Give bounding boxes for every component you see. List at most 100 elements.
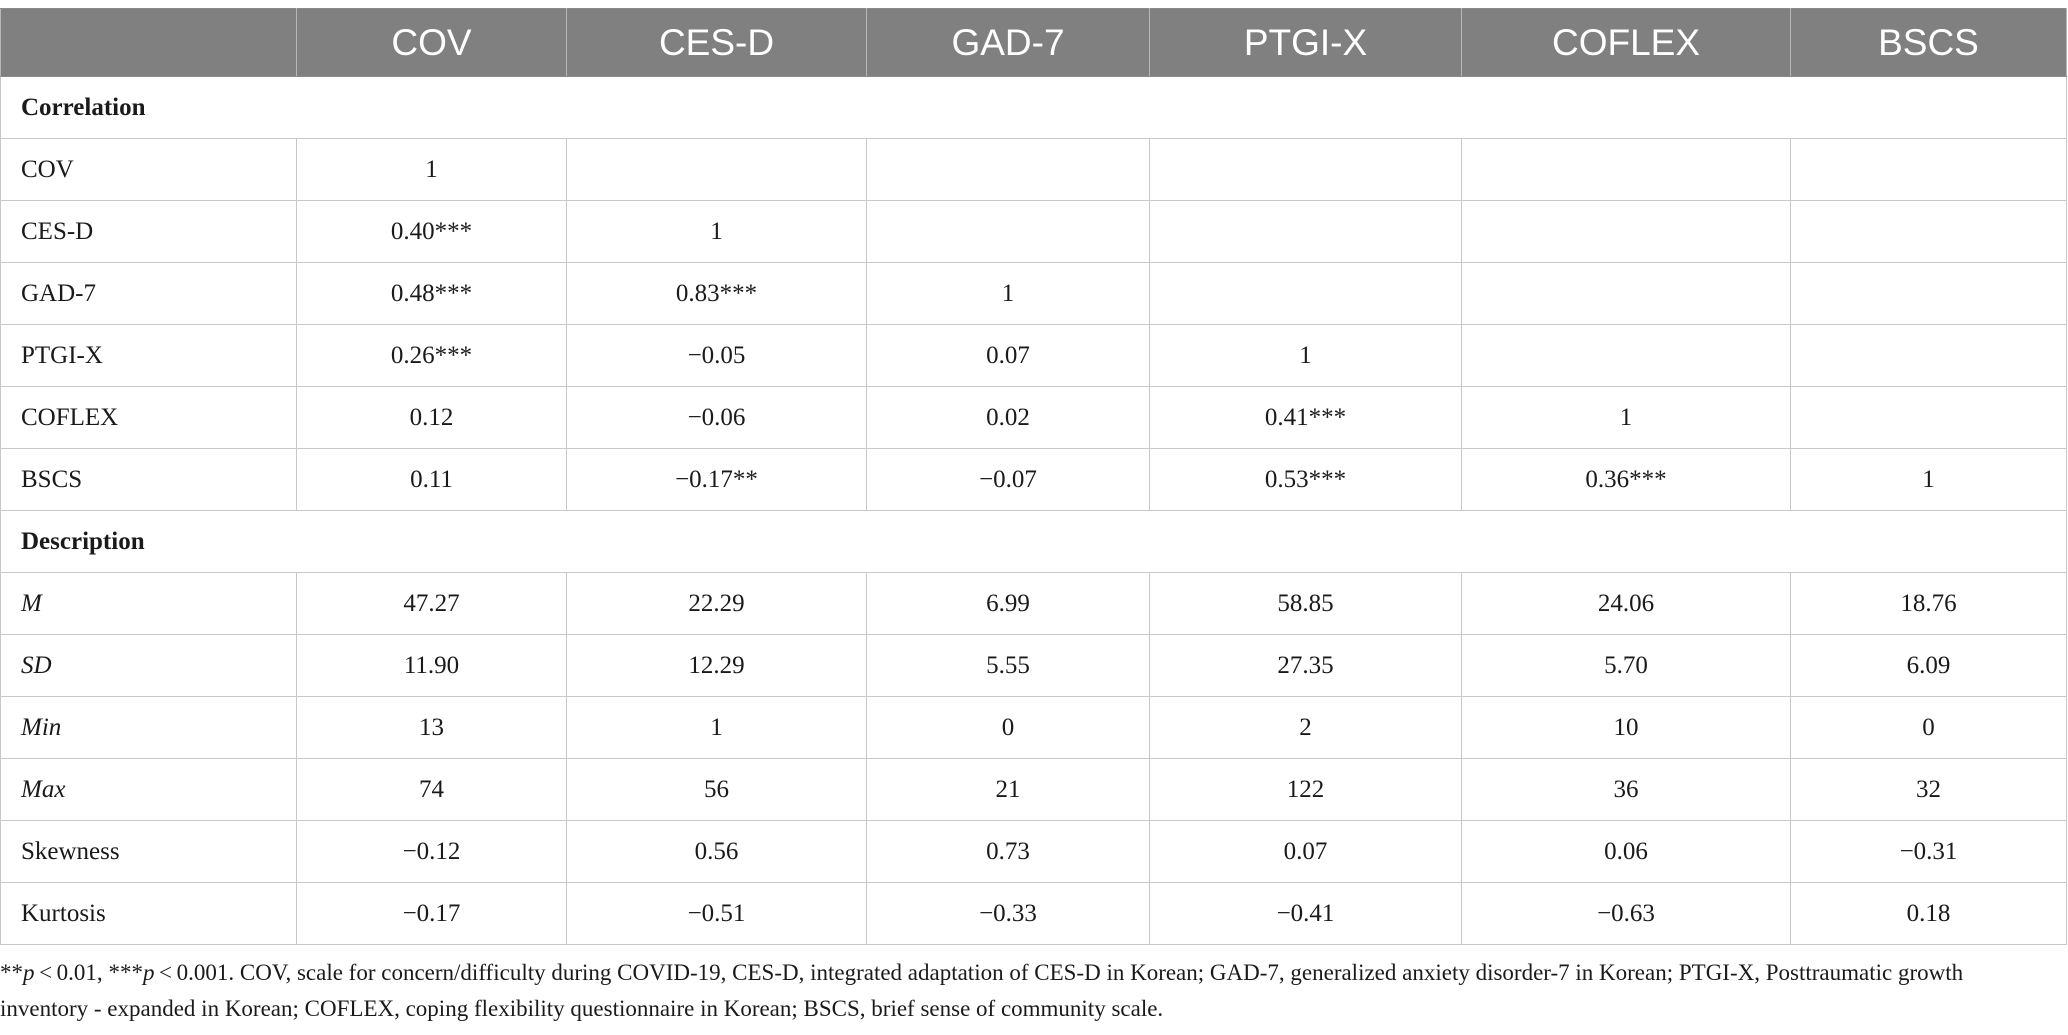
table-cell: 5.70 <box>1461 634 1791 697</box>
table-cell: 13 <box>296 696 567 759</box>
table-header: COV CES-D GAD-7 PTGI-X COFLEX BSCS <box>0 8 2067 77</box>
row-label: BSCS <box>0 448 297 511</box>
footnote-sig1-marker: ** <box>0 960 23 985</box>
table-row: COV 1 <box>0 138 2067 201</box>
footnote-sig1-p: p <box>23 960 35 985</box>
table-cell: 0.73 <box>866 820 1150 883</box>
header-cell-ptgi-x: PTGI-X <box>1149 8 1462 77</box>
table-cell <box>1461 138 1791 201</box>
table-cell: −0.17 <box>296 882 567 945</box>
table-cell: 56 <box>566 758 867 821</box>
table-cell: 2 <box>1149 696 1462 759</box>
table-cell: 18.76 <box>1790 572 2067 635</box>
table-cell: 10 <box>1461 696 1791 759</box>
table-cell: 0.41*** <box>1149 386 1462 449</box>
table-cell: 0.12 <box>296 386 567 449</box>
table-cell <box>1790 200 2067 263</box>
table-cell: 1 <box>296 138 567 201</box>
table-cell: −0.33 <box>866 882 1150 945</box>
table-cell: 0 <box>1790 696 2067 759</box>
footnote-sig2-marker: *** <box>108 960 143 985</box>
table-cell: −0.41 <box>1149 882 1462 945</box>
header-cell-bscs: BSCS <box>1790 8 2067 77</box>
table-cell: 0.56 <box>566 820 867 883</box>
table-cell: 0.07 <box>866 324 1150 387</box>
table-cell: 11.90 <box>296 634 567 697</box>
header-cell-ces-d: CES-D <box>566 8 867 77</box>
table-cell: 0.53*** <box>1149 448 1462 511</box>
row-label: PTGI-X <box>0 324 297 387</box>
row-label: Max <box>0 758 297 821</box>
table-cell: 36 <box>1461 758 1791 821</box>
table-row: Max 74 56 21 122 36 32 <box>0 758 2067 821</box>
table-cell: −0.07 <box>866 448 1150 511</box>
table-cell: 0.18 <box>1790 882 2067 945</box>
table-cell: −0.05 <box>566 324 867 387</box>
table-cell: 0.83*** <box>566 262 867 325</box>
table-cell: 1 <box>566 696 867 759</box>
table-cell: 122 <box>1149 758 1462 821</box>
table-cell: 0.11 <box>296 448 567 511</box>
table-row: Kurtosis −0.17 −0.51 −0.33 −0.41 −0.63 0.18 <box>0 882 2067 945</box>
table-cell: 0.06 <box>1461 820 1791 883</box>
section-title: Correlation <box>0 76 2067 139</box>
row-label: M <box>0 572 297 635</box>
table-cell: −0.51 <box>566 882 867 945</box>
correlation-table: COV CES-D GAD-7 PTGI-X COFLEX BSCS Correlatio… <box>0 8 2067 945</box>
table-cell: 5.55 <box>866 634 1150 697</box>
table-cell <box>1790 324 2067 387</box>
table-cell <box>1461 262 1791 325</box>
table-cell: 32 <box>1790 758 2067 821</box>
table-row: Skewness −0.12 0.56 0.73 0.07 0.06 −0.31 <box>0 820 2067 883</box>
row-label: COV <box>0 138 297 201</box>
table-row: GAD-7 0.48*** 0.83*** 1 <box>0 262 2067 325</box>
table-cell: 1 <box>1149 324 1462 387</box>
table-cell: 12.29 <box>566 634 867 697</box>
header-cell-cov: COV <box>296 8 567 77</box>
header-cell-coflex: COFLEX <box>1461 8 1791 77</box>
table-cell: 58.85 <box>1149 572 1462 635</box>
table-cell: 21 <box>866 758 1150 821</box>
table-cell: 0 <box>866 696 1150 759</box>
table-row: PTGI-X 0.26*** −0.05 0.07 1 <box>0 324 2067 387</box>
footnote-sig2-p: p <box>142 960 155 985</box>
section-title: Description <box>0 510 2067 573</box>
table-cell <box>1149 200 1462 263</box>
row-label: Min <box>0 696 297 759</box>
table-row: M 47.27 22.29 6.99 58.85 24.06 18.76 <box>0 572 2067 635</box>
table-cell: 0.26*** <box>296 324 567 387</box>
table-cell <box>1149 138 1462 201</box>
table-cell <box>866 138 1150 201</box>
table-container: COV CES-D GAD-7 PTGI-X COFLEX BSCS Correlatio… <box>0 8 2068 945</box>
table-row: CES-D 0.40*** 1 <box>0 200 2067 263</box>
table-cell <box>866 200 1150 263</box>
section-row: Correlation <box>0 76 2067 139</box>
table-cell <box>1461 200 1791 263</box>
table-cell: 24.06 <box>1461 572 1791 635</box>
table-cell: −0.31 <box>1790 820 2067 883</box>
row-label: SD <box>0 634 297 697</box>
row-label: GAD-7 <box>0 262 297 325</box>
table-cell: 0.07 <box>1149 820 1462 883</box>
header-cell-blank <box>0 8 297 77</box>
table-cell: −0.12 <box>296 820 567 883</box>
table-cell: 1 <box>1790 448 2067 511</box>
table-cell: 0.02 <box>866 386 1150 449</box>
table-cell: 0.40*** <box>296 200 567 263</box>
table-cell: −0.63 <box>1461 882 1791 945</box>
table-cell: 6.09 <box>1790 634 2067 697</box>
table-row: COFLEX 0.12 −0.06 0.02 0.41*** 1 <box>0 386 2067 449</box>
header-row: COV CES-D GAD-7 PTGI-X COFLEX BSCS <box>0 8 2067 77</box>
table-cell: 0.36*** <box>1461 448 1791 511</box>
table-cell: 1 <box>1461 386 1791 449</box>
table-cell: 27.35 <box>1149 634 1462 697</box>
table-row: SD 11.90 12.29 5.55 27.35 5.70 6.09 <box>0 634 2067 697</box>
row-label: Kurtosis <box>0 882 297 945</box>
table-cell <box>566 138 867 201</box>
table-cell: 1 <box>566 200 867 263</box>
table-cell: 0.48*** <box>296 262 567 325</box>
table-row: BSCS 0.11 −0.17** −0.07 0.53*** 0.36*** 1 <box>0 448 2067 511</box>
row-label: COFLEX <box>0 386 297 449</box>
footnote-sig2-text: < 0.001. COV, scale for concern/difficul… <box>0 960 1964 1021</box>
table-cell <box>1149 262 1462 325</box>
